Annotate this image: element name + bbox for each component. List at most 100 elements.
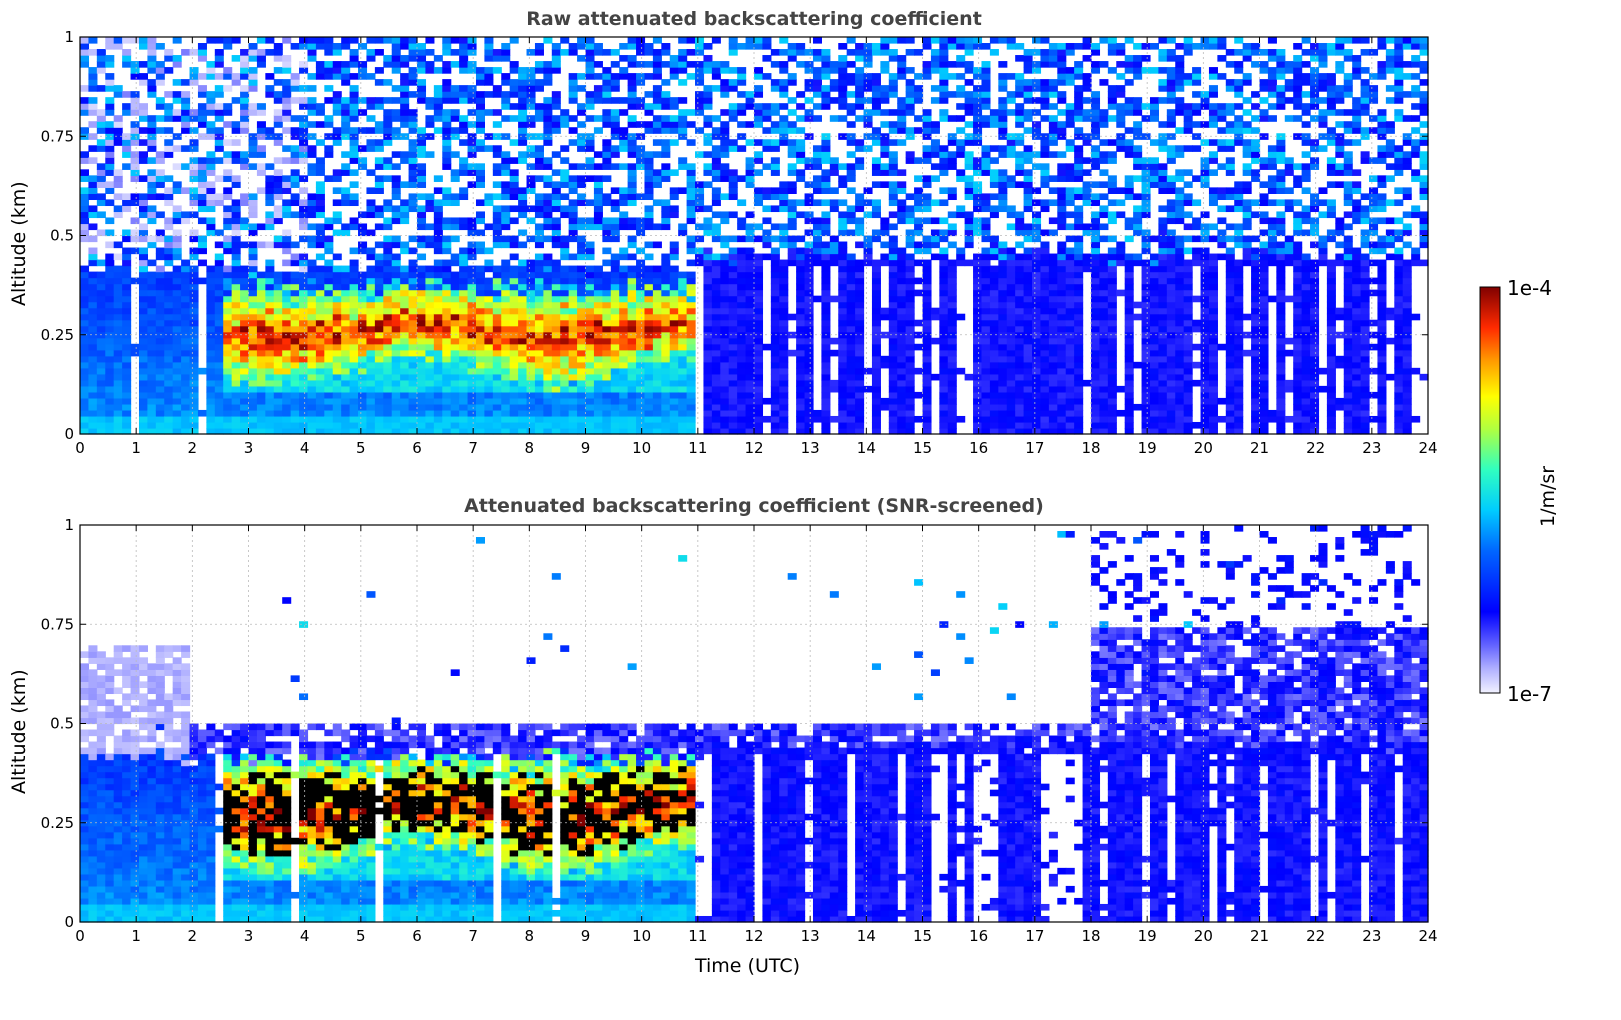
heatmap-cell <box>442 301 452 309</box>
heatmap-cell <box>669 193 679 201</box>
heatmap-cell <box>796 259 806 267</box>
heatmap-cell <box>518 373 528 381</box>
heatmap-cell <box>223 271 233 279</box>
heatmap-cell <box>804 97 814 104</box>
heatmap-cell <box>560 301 570 309</box>
heatmap-cell <box>619 133 629 140</box>
heatmap-cell <box>577 361 587 369</box>
heatmap-cell <box>425 289 435 297</box>
heatmap-cell <box>433 109 443 116</box>
heatmap-cell <box>939 409 949 417</box>
heatmap-cell <box>627 181 637 188</box>
heatmap-cell <box>307 397 317 405</box>
heatmap-cell <box>324 223 334 231</box>
heatmap-cell <box>492 331 502 339</box>
heatmap-cell <box>147 49 157 56</box>
heatmap-cell <box>762 73 772 80</box>
heatmap-cell <box>922 355 932 363</box>
heatmap-cell <box>248 241 258 249</box>
heatmap-cell <box>467 277 477 285</box>
heatmap-cell <box>147 379 157 387</box>
heatmap-cell <box>231 271 241 279</box>
heatmap-cell <box>96 421 106 429</box>
heatmap-cell <box>821 421 831 429</box>
heatmap-cell <box>349 367 359 375</box>
heatmap-cell <box>534 175 544 182</box>
heatmap-cell <box>501 289 511 297</box>
heatmap-cell <box>518 385 528 393</box>
heatmap-cell <box>754 385 764 393</box>
heatmap-cell <box>551 49 561 56</box>
heatmap-cell <box>956 115 966 122</box>
heatmap-cell <box>341 385 351 393</box>
heatmap-cell <box>484 223 494 231</box>
heatmap-cell <box>408 145 418 152</box>
heatmap-cell <box>417 67 427 74</box>
heatmap-cell <box>846 337 856 345</box>
heatmap-cell <box>871 205 881 213</box>
heatmap-cell <box>905 157 915 164</box>
heatmap-cell <box>189 373 199 381</box>
heatmap-cell <box>593 337 603 345</box>
heatmap-cell <box>172 337 182 345</box>
heatmap-cell <box>711 37 721 44</box>
heatmap-cell <box>644 355 654 363</box>
heatmap-cell <box>374 283 384 291</box>
heatmap-cell <box>366 139 376 146</box>
heatmap-cell <box>88 415 98 423</box>
heatmap-cell <box>138 247 148 255</box>
heatmap-cell <box>349 169 359 176</box>
heatmap-cell <box>551 355 561 363</box>
heatmap-cell <box>728 109 738 116</box>
heatmap-cell <box>349 181 359 188</box>
heatmap-cell <box>551 271 561 279</box>
heatmap-cell <box>610 73 620 80</box>
heatmap-cell <box>593 283 603 291</box>
heatmap-cell <box>366 169 376 176</box>
heatmap-cell <box>871 295 881 303</box>
heatmap-cell <box>703 379 713 387</box>
heatmap-cell <box>636 349 646 357</box>
heatmap-cell <box>947 37 957 44</box>
heatmap-cell <box>821 337 831 345</box>
heatmap-cell <box>526 337 536 345</box>
heatmap-cell <box>315 289 325 297</box>
heatmap-cell <box>880 139 890 146</box>
heatmap-cell <box>897 139 907 146</box>
heatmap-cell <box>855 265 865 273</box>
heatmap-cell <box>745 355 755 363</box>
heatmap-cell <box>88 277 98 285</box>
heatmap-cell <box>273 139 283 146</box>
heatmap-cell <box>585 355 595 363</box>
heatmap-cell <box>492 355 502 363</box>
heatmap-cell <box>812 187 822 194</box>
heatmap-cell <box>366 97 376 104</box>
heatmap-cell <box>442 379 452 387</box>
heatmap-cell <box>720 415 730 423</box>
heatmap-cell <box>459 223 469 231</box>
heatmap-cell <box>475 211 485 219</box>
heatmap-cell <box>189 139 199 146</box>
heatmap-cell <box>602 151 612 158</box>
heatmap-cell <box>930 67 940 74</box>
heatmap-cell <box>442 349 452 357</box>
heatmap-cell <box>290 271 300 279</box>
heatmap-cell <box>130 139 140 146</box>
heatmap-cell <box>897 397 907 405</box>
heatmap-cell <box>871 349 881 357</box>
heatmap-cell <box>695 259 705 267</box>
heatmap-cell <box>888 223 898 231</box>
heatmap-cell <box>737 355 747 363</box>
heatmap-cell <box>366 115 376 122</box>
heatmap-cell <box>770 127 780 134</box>
heatmap-cell <box>661 127 671 134</box>
heatmap-cell <box>905 109 915 116</box>
heatmap-cell <box>155 151 165 158</box>
heatmap-cell <box>307 211 317 219</box>
heatmap-cell <box>315 73 325 80</box>
heatmap-cell <box>349 97 359 104</box>
heatmap-cell <box>956 55 966 62</box>
heatmap-cell <box>256 397 266 405</box>
heatmap-cell <box>636 307 646 315</box>
heatmap-cell <box>914 85 924 92</box>
